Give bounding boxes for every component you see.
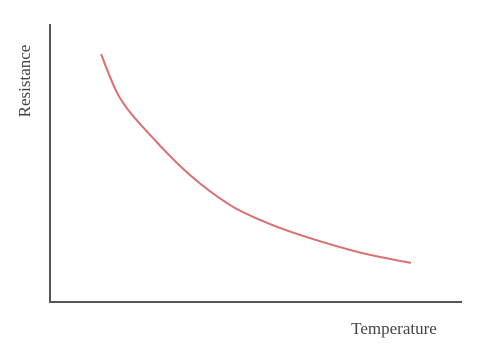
x-axis-label: Temperature [351, 319, 437, 338]
y-axis-label: Resistance [15, 45, 34, 118]
line-series [100, 53, 412, 264]
